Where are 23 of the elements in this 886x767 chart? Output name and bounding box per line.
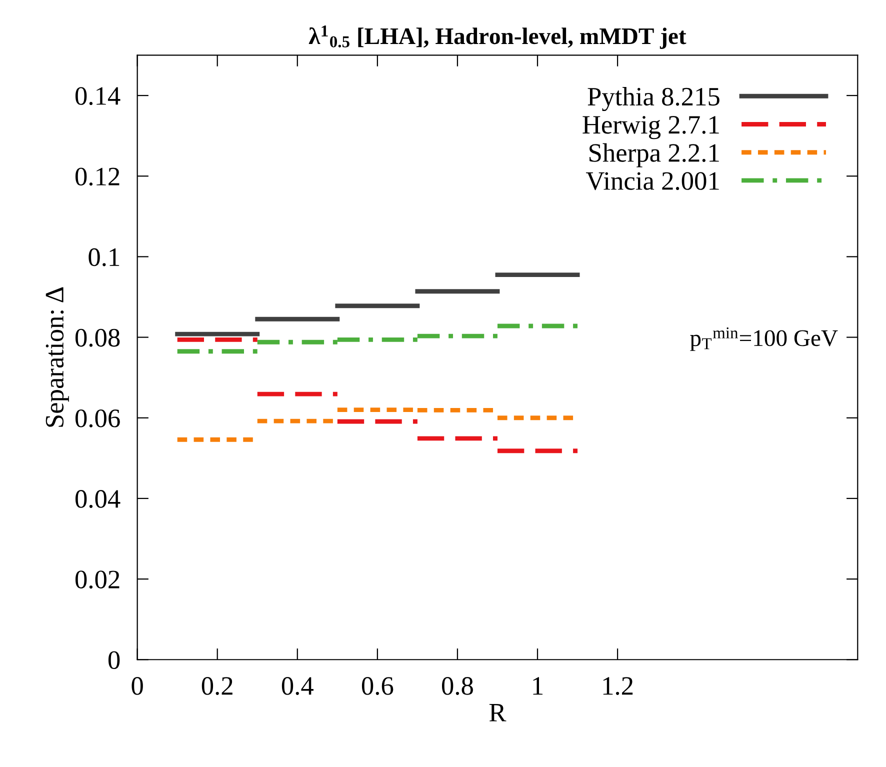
x-tick-label: 0.2 [202, 677, 232, 695]
legend-label: Pythia 8.215 [588, 87, 720, 112]
x-tick-label: 0 [132, 677, 143, 695]
y-tick-label: 0.02 [75, 570, 120, 589]
y-tick-label: 0.12 [75, 168, 120, 186]
x-tick-label: 0.4 [282, 677, 314, 695]
y-tick-label: 0.06 [75, 409, 120, 428]
legend-label: Vincia 2.001 [586, 172, 719, 190]
annotation: p$_{T}$$^{min}$=100 GeV [690, 327, 838, 351]
x-tick-label: 1.2 [603, 677, 633, 695]
y-tick-label: 0.04 [75, 490, 120, 508]
y-tick-label: 0.14 [75, 87, 120, 106]
chart-title: λ$^{1}$$_{0.5}$ [LHA], Hadron-level, mMDT jet [308, 25, 686, 49]
y-tick-label: 0 [108, 651, 120, 670]
x-tick-label: 0.6 [362, 677, 394, 695]
legend-label: Sherpa 2.2.1 [590, 143, 719, 168]
x-tick-label: 0.8 [442, 677, 473, 695]
y-tick-label: 0.1 [88, 248, 120, 266]
legend-label: Herwig 2.7.1 [582, 116, 719, 140]
x-tick-label: 1 [533, 677, 543, 695]
y-tick-label: 0.08 [75, 328, 120, 347]
x-axis-title: R [489, 704, 506, 722]
y-axis-title: Separation: Δ [46, 287, 69, 427]
